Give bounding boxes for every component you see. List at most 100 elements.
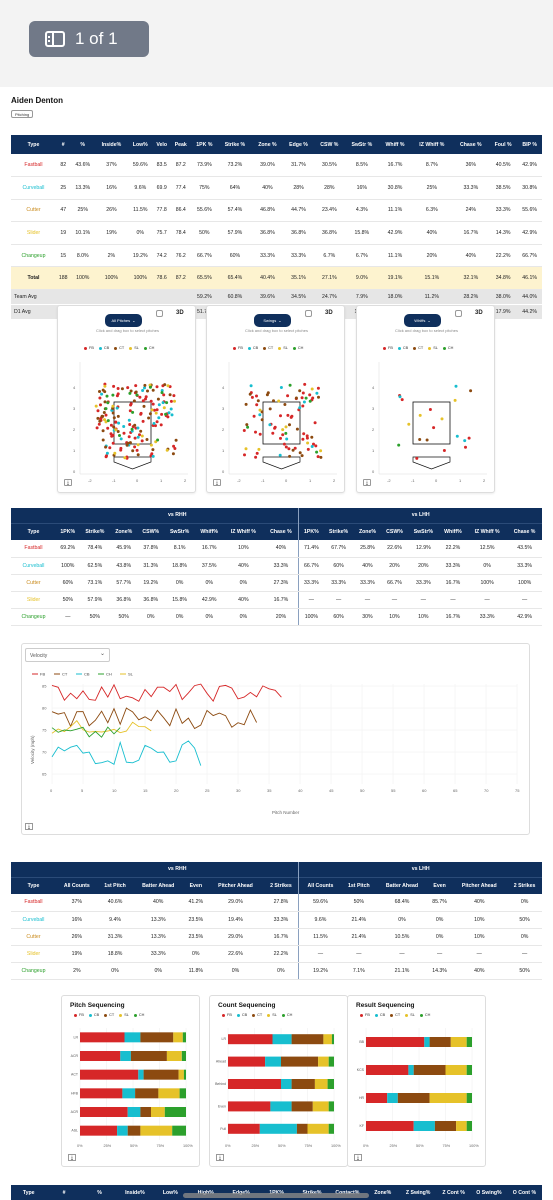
count-group-lhh: vs LHH: [298, 862, 542, 877]
bottom-table-header: Type #% Inside% Low% High%Edge%1PK%Strike%Co…: [11, 1185, 542, 1200]
splits-col-header[interactable]: SwStr%: [164, 522, 196, 540]
arsenal-cell: 36.8%: [282, 221, 315, 245]
count-cell: 37%: [56, 894, 98, 912]
splits-cell: 62.5%: [79, 557, 111, 575]
arsenal-col-header[interactable]: Peak: [170, 135, 191, 154]
download-icon[interactable]: ⤓: [213, 479, 221, 486]
download-icon[interactable]: ⤓: [25, 823, 33, 830]
download-icon[interactable]: ⤓: [354, 1154, 362, 1161]
bottom-col-header[interactable]: Z Swing%: [405, 1189, 431, 1196]
pitch-dot: [138, 395, 142, 399]
pitch-filter-select[interactable]: Whiffs ⌄: [404, 314, 441, 327]
splits-col-header[interactable]: Zone%: [110, 522, 138, 540]
bottom-col-header[interactable]: Contact%: [330, 1190, 365, 1196]
splits-col-header[interactable]: 1PK%: [56, 522, 80, 540]
arsenal-col-header[interactable]: Chase %: [452, 135, 489, 154]
arsenal-col-header[interactable]: Whiff %: [379, 135, 411, 154]
page-indicator[interactable]: 1 of 1: [29, 21, 149, 57]
splits-col-header[interactable]: Zone%: [353, 522, 382, 540]
arsenal-col-header[interactable]: Type: [11, 135, 56, 154]
arsenal-col-header[interactable]: IZ Whiff %: [410, 135, 453, 154]
count-col-header[interactable]: Even: [427, 876, 452, 894]
bottom-col-header[interactable]: O Cont %: [512, 1189, 537, 1196]
3d-toggle[interactable]: [305, 310, 312, 317]
count-col-header[interactable]: Batter Ahead: [132, 876, 184, 894]
arsenal-col-header[interactable]: Edge %: [282, 135, 315, 154]
pitch-dot: [104, 420, 108, 424]
3d-toggle[interactable]: [156, 310, 163, 317]
bottom-col-header[interactable]: 1PK%: [259, 1190, 294, 1196]
splits-col-header[interactable]: IZ Whiff %: [467, 522, 508, 540]
pitch-filter-select[interactable]: All Pitches ⌄: [105, 314, 142, 327]
splits-col-header[interactable]: SwStr%: [407, 522, 439, 540]
legend-label: SL: [128, 672, 134, 677]
bottom-col-header[interactable]: Edge%: [223, 1190, 258, 1196]
arsenal-col-header[interactable]: SwStr %: [344, 135, 380, 154]
arsenal-col-header[interactable]: %: [70, 135, 96, 154]
3d-toggle[interactable]: [455, 310, 462, 317]
splits-col-header[interactable]: CSW%: [137, 522, 165, 540]
splits-col-header[interactable]: CSW%: [381, 522, 408, 540]
splits-col-header[interactable]: Whiff%: [195, 522, 224, 540]
arsenal-col-header[interactable]: BIP %: [517, 135, 542, 154]
bar-segment: [366, 1065, 409, 1075]
subtab-pitching[interactable]: Pitching: [11, 110, 33, 118]
count-col-header[interactable]: Pitcher Ahead: [207, 876, 264, 894]
bottom-col-header[interactable]: O Swing%: [476, 1189, 502, 1196]
bottom-col-header[interactable]: Zone%: [374, 1189, 392, 1196]
pitch-dot: [174, 438, 178, 442]
bar-segment: [328, 1056, 334, 1067]
arsenal-col-header[interactable]: CSW %: [314, 135, 345, 154]
bottom-col-header[interactable]: %: [97, 1189, 102, 1196]
download-icon[interactable]: ⤓: [216, 1154, 224, 1161]
bottom-col-header[interactable]: Z Cont %: [442, 1189, 465, 1196]
bar-segment: [272, 1034, 292, 1045]
splits-col-header[interactable]: IZ Whiff %: [223, 522, 264, 540]
arsenal-col-header[interactable]: Zone %: [252, 135, 283, 154]
splits-col-header[interactable]: Chase %: [507, 522, 542, 540]
download-icon[interactable]: ⤓: [64, 479, 72, 486]
count-col-header[interactable]: Type: [11, 876, 56, 894]
splits-col-header[interactable]: Type: [11, 522, 56, 540]
splits-col-header[interactable]: Strike%: [323, 522, 354, 540]
pitch-dot: [149, 399, 153, 403]
sequencing-card: Pitch Sequencing FB CB CT SL CH 0% 25% 50% 75% 100…: [61, 995, 200, 1167]
arsenal-col-header[interactable]: Velo: [152, 135, 171, 154]
pitch-dot: [250, 395, 254, 399]
pitch-filter-select[interactable]: Swings ⌄: [254, 314, 291, 327]
splits-col-header[interactable]: Whiff%: [438, 522, 468, 540]
count-col-header[interactable]: 2 Strikes: [263, 876, 299, 894]
download-icon[interactable]: ⤓: [68, 1154, 76, 1161]
count-col-header[interactable]: All Counts: [298, 876, 342, 894]
splits-col-header[interactable]: Strike%: [79, 522, 111, 540]
splits-cell: 60%: [323, 608, 354, 626]
arsenal-col-header[interactable]: Strike %: [217, 135, 253, 154]
download-icon[interactable]: ⤓: [363, 479, 371, 486]
arsenal-col-header[interactable]: 1PK %: [190, 135, 218, 154]
pitch-dot: [111, 441, 115, 445]
count-col-header[interactable]: 2 Strikes: [507, 876, 542, 894]
splits-col-header[interactable]: 1PK%: [298, 522, 324, 540]
count-col-header[interactable]: Batter Ahead: [376, 876, 428, 894]
bottom-col-header[interactable]: Inside%: [125, 1189, 145, 1196]
bottom-col-header[interactable]: Strike%: [294, 1190, 329, 1196]
splits-col-header[interactable]: Chase %: [263, 522, 299, 540]
arsenal-col-header[interactable]: Low%: [127, 135, 153, 154]
arsenal-col-header[interactable]: Foul %: [488, 135, 518, 154]
pitch-dot: [172, 444, 176, 448]
count-col-header[interactable]: All Counts: [56, 876, 98, 894]
metric-dropdown[interactable]: Velocity: [25, 648, 110, 662]
count-col-header[interactable]: Even: [183, 876, 208, 894]
arsenal-col-header[interactable]: #: [56, 135, 71, 154]
count-col-header[interactable]: 1st Pitch: [97, 876, 133, 894]
bottom-col-header[interactable]: #: [62, 1189, 66, 1196]
bottom-col-header[interactable]: Type: [22, 1189, 35, 1196]
pitch-dot: [148, 412, 152, 416]
bottom-col-header[interactable]: Low%: [162, 1189, 178, 1196]
count-col-header[interactable]: 1st Pitch: [341, 876, 377, 894]
arsenal-col-header[interactable]: Inside%: [95, 135, 128, 154]
horizontal-scrollbar[interactable]: [183, 1193, 369, 1198]
count-col-header[interactable]: Pitcher Ahead: [451, 876, 508, 894]
bottom-col-header[interactable]: High%: [188, 1190, 223, 1196]
row-label: LR: [74, 1035, 79, 1039]
